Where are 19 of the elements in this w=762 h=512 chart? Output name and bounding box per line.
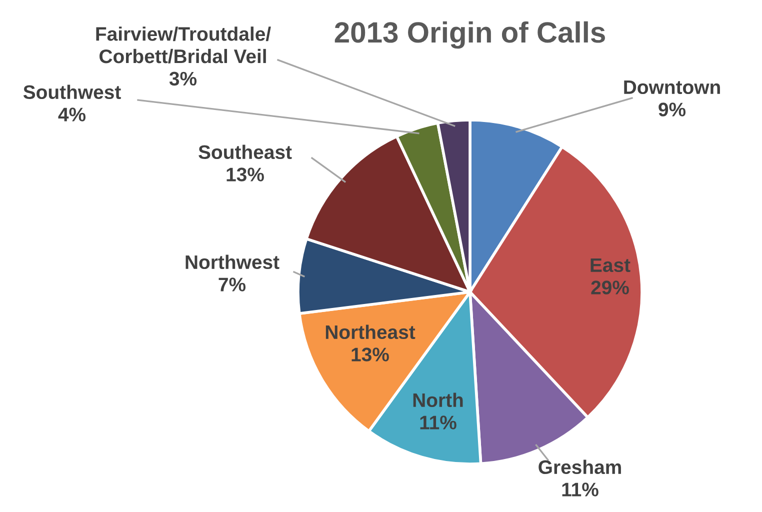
data-label: 4% [58,108,86,122]
data-label: 11% [562,482,598,496]
data-label: 13% [226,168,264,182]
data-label: 7% [218,278,246,292]
slice-label: Southwest [23,84,121,100]
slice-label: Southeast [198,144,292,160]
data-label: 11% [420,416,456,430]
chart-title: 2013 Origin of Calls [334,21,605,49]
data-label: 3% [169,72,197,86]
slice-label: North [413,392,463,408]
data-label: 13% [352,348,389,362]
data-label: 29% [591,280,629,294]
slice-label: Downtown [624,80,720,94]
data-label: 9% [658,102,686,116]
slice-label: Fairview/Troutdale/ Corbett/Bridal Veil [96,26,271,64]
slice-label: Northwest [186,254,280,270]
slice-label: Northeast [326,324,416,340]
slice-label: East [590,258,630,272]
slice-label: Gresham [538,460,621,474]
